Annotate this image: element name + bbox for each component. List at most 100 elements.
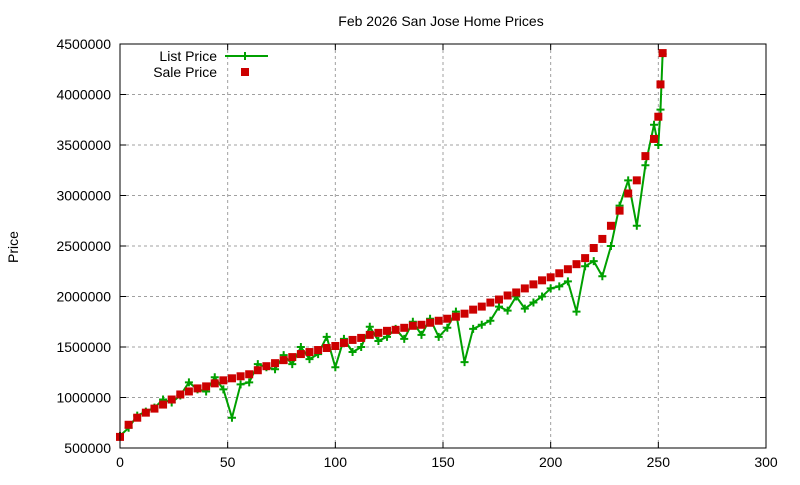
sale-price-point — [658, 49, 667, 58]
sale-price-point — [279, 356, 288, 365]
sale-price-point — [434, 316, 443, 325]
sale-price-point — [426, 318, 435, 327]
list-price-point — [572, 307, 581, 316]
sale-price-point — [598, 234, 607, 243]
list-price-point — [469, 324, 478, 333]
sale-price-point — [202, 382, 211, 391]
x-tick-label: 250 — [647, 454, 671, 470]
sale-price-point — [374, 328, 383, 337]
sale-price-point — [357, 333, 366, 342]
legend-marker-sale-price — [241, 68, 249, 76]
x-tick-label: 50 — [220, 454, 236, 470]
sale-price-point — [124, 420, 133, 429]
legend-marker-list-price — [241, 52, 249, 60]
sale-price-point — [546, 273, 555, 282]
series — [116, 49, 667, 441]
list-price-point — [443, 323, 452, 332]
y-axis-label: Price — [5, 231, 21, 263]
sale-price-point — [529, 280, 538, 289]
list-price-point — [331, 363, 340, 372]
y-tick-label: 2000000 — [56, 289, 111, 305]
sale-price-point — [400, 323, 409, 332]
list-price-point — [486, 316, 495, 325]
sale-price-point — [176, 390, 185, 399]
sale-price-point — [408, 321, 417, 330]
x-tick-label: 300 — [754, 454, 778, 470]
x-tick-label: 150 — [431, 454, 455, 470]
list-price-point — [589, 257, 598, 266]
sale-price-point — [538, 276, 547, 285]
list-price-point — [305, 355, 314, 364]
sale-price-point — [331, 341, 340, 350]
list-price-point — [632, 221, 641, 230]
sale-price-point — [184, 387, 193, 396]
list-price-point — [184, 378, 193, 387]
sale-price-point — [167, 395, 176, 404]
sale-price-point — [494, 295, 503, 304]
sale-price-point — [133, 413, 142, 422]
list-price-point — [245, 378, 254, 387]
sale-price-point — [383, 326, 392, 335]
chart-title: Feb 2026 San Jose Home Prices — [338, 13, 543, 29]
list-price-point — [555, 282, 564, 291]
sale-price-point — [443, 314, 452, 323]
list-price-point — [606, 242, 615, 250]
sale-price-point — [469, 305, 478, 314]
list-price-point — [520, 304, 529, 313]
y-tick-label: 500000 — [64, 440, 111, 456]
sale-price-point — [486, 298, 495, 307]
sale-price-point — [150, 404, 159, 413]
sale-price-point — [654, 112, 663, 121]
sale-price-point — [563, 265, 572, 274]
list-price-point — [365, 322, 374, 331]
list-price-point — [400, 334, 409, 343]
sale-price-point — [460, 309, 469, 318]
x-tick-label: 100 — [324, 454, 348, 470]
plot-border — [119, 43, 767, 449]
list-price-point — [227, 413, 236, 422]
list-price-point — [641, 161, 650, 170]
sale-price-point — [606, 221, 615, 230]
sale-price-point — [245, 370, 254, 379]
list-price-point — [288, 360, 297, 369]
list-price-point — [598, 272, 607, 281]
sale-price-point — [236, 372, 245, 381]
list-price-point — [348, 348, 357, 357]
list-price-point — [494, 302, 503, 311]
list-price-point — [624, 176, 633, 185]
sale-price-point — [503, 291, 512, 300]
sale-price-point — [512, 288, 521, 297]
sale-price-point — [572, 260, 581, 269]
sale-price-point — [322, 344, 331, 353]
y-tick-label: 4000000 — [56, 87, 111, 103]
sale-price-point — [391, 325, 400, 334]
sale-price-point — [581, 254, 590, 263]
sale-price-point — [193, 384, 202, 393]
list-price-line — [119, 54, 664, 437]
sale-price-point — [348, 335, 357, 344]
sale-price-point — [656, 80, 665, 89]
sale-price-point — [632, 176, 641, 185]
legend-label-sale-price: Sale Price — [153, 64, 217, 80]
y-tick-label: 1500000 — [56, 339, 111, 355]
x-tick-label: 200 — [539, 454, 563, 470]
list-price-point — [219, 385, 228, 394]
sale-price-point — [365, 330, 374, 339]
sale-price-point — [227, 374, 236, 383]
sale-price-point — [520, 284, 529, 293]
sale-price-point — [650, 134, 659, 143]
sale-price-point — [417, 320, 426, 329]
sale-price-point — [159, 400, 168, 409]
sale-price-point — [624, 189, 633, 198]
sale-price-point — [305, 348, 314, 357]
list-price-point — [434, 332, 443, 341]
sale-price-point — [615, 206, 624, 215]
y-tick-label: 1000000 — [56, 390, 111, 406]
list-price-point — [538, 292, 547, 301]
y-tick-label: 3000000 — [56, 188, 111, 204]
sale-price-point — [288, 353, 297, 362]
list-price-point — [656, 105, 665, 114]
sale-price-point — [271, 359, 280, 368]
sale-price-point — [219, 376, 228, 385]
